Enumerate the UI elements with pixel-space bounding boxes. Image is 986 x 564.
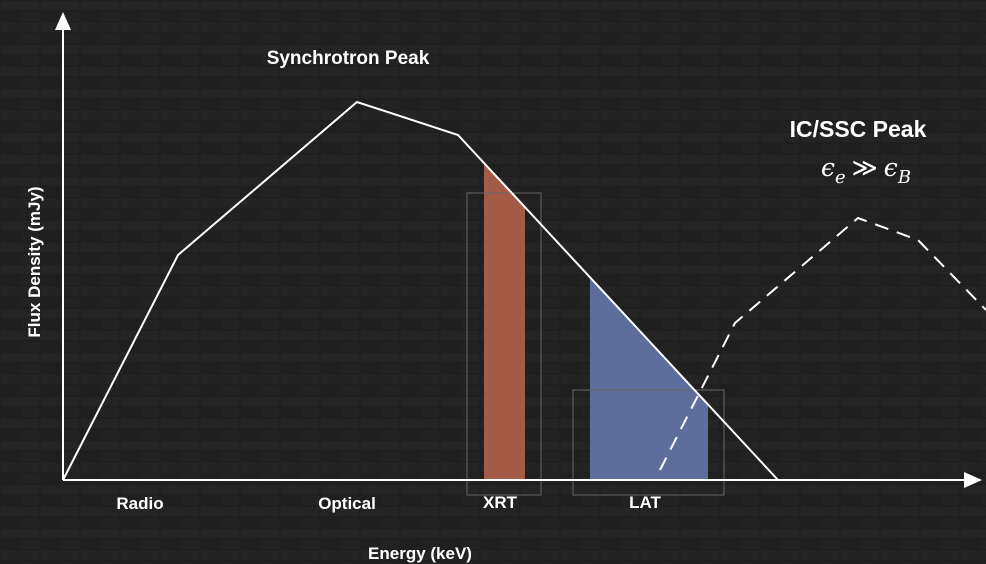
synchrotron-label: Synchrotron Peak xyxy=(267,48,430,69)
subscript: B xyxy=(897,167,911,188)
ic-label: IC/SSC Peak xyxy=(790,116,927,142)
band-label: LAT xyxy=(629,493,661,512)
xrt-box xyxy=(466,192,542,496)
band-label: Optical xyxy=(318,494,376,513)
synchrotron-curve xyxy=(62,100,779,481)
x-axis-label: Energy (keV) xyxy=(368,544,472,563)
lat-band xyxy=(590,277,708,480)
relation: ≫ xyxy=(852,153,878,182)
band-label: Radio xyxy=(116,494,163,513)
band-label: XRT xyxy=(483,493,518,512)
symbol: ϵ xyxy=(821,153,835,182)
condition: ϵe ≫ ϵB xyxy=(821,153,911,188)
ic-curve xyxy=(659,216,986,471)
subscript: e xyxy=(835,167,846,188)
symbol: ϵ xyxy=(884,153,898,182)
lat-box xyxy=(572,389,725,496)
y-axis-label: Flux Density (mJy) xyxy=(25,186,44,337)
xrt-band xyxy=(484,163,525,480)
